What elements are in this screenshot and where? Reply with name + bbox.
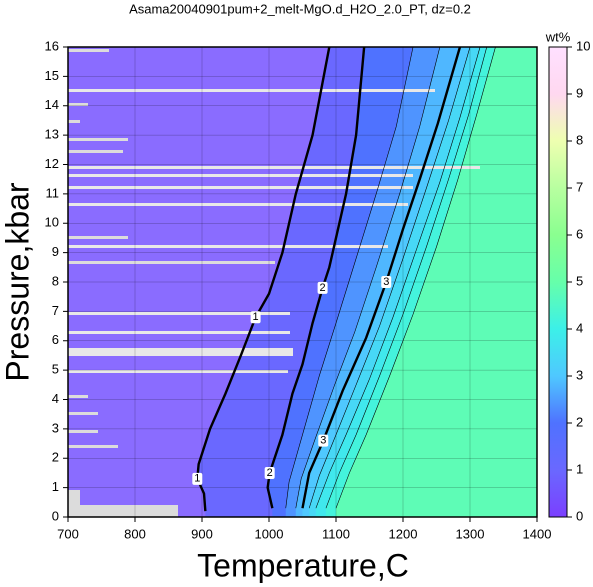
contour-label-bg	[192, 472, 203, 485]
colorbar-tick-label: 7	[576, 179, 583, 194]
contour-label-bg	[381, 276, 392, 288]
x-tick-label: 900	[191, 526, 213, 541]
x-axis-label: Temperature,C	[197, 547, 409, 583]
colorbar-label: wt%	[545, 29, 571, 44]
y-tick-label: 0	[52, 508, 59, 523]
y-axis-label: Pressure,kbar	[0, 182, 35, 382]
colorbar-tick-label: 0	[576, 508, 583, 523]
colorbar-tick-label: 5	[576, 273, 583, 288]
colorbar-tick-label: 9	[576, 85, 583, 100]
contour-line	[301, 47, 462, 509]
chart-title: Asama20040901pum+2_melt-MgO.d_H2O_2.0_PT…	[129, 1, 471, 16]
y-tick-label: 16	[45, 38, 59, 53]
x-tick-label: 700	[57, 526, 79, 541]
y-tick-label: 6	[52, 332, 59, 347]
colorbar-tick-label: 3	[576, 367, 583, 382]
y-tick-label: 8	[52, 273, 59, 288]
y-tick-label: 14	[45, 97, 59, 112]
contour-label: 2	[320, 282, 326, 294]
x-tick-label: 1000	[255, 526, 284, 541]
y-tick-label: 9	[52, 244, 59, 259]
contour-label-bg	[264, 466, 275, 479]
y-tick-label: 12	[45, 156, 59, 171]
y-tick-label: 15	[45, 68, 59, 83]
colorbar-tick-label: 4	[576, 320, 583, 335]
y-tick-label: 3	[52, 420, 59, 435]
x-tick-label: 1300	[456, 526, 485, 541]
colorbar-tick-label: 1	[576, 461, 583, 476]
colorbar-tick-label: 2	[576, 414, 583, 429]
y-tick-label: 4	[52, 391, 59, 406]
contour-line	[315, 47, 481, 509]
y-tick-label: 7	[52, 303, 59, 318]
y-tick-label: 13	[45, 127, 59, 142]
x-tick-label: 1100	[322, 526, 350, 541]
x-tick-label: 800	[124, 526, 146, 541]
contour-label: 3	[320, 435, 326, 447]
contours: 1 1 2 2 3 3	[192, 47, 496, 512]
colorbar	[548, 46, 568, 518]
contour-fill	[336, 47, 537, 517]
no-data-stripes	[68, 49, 480, 517]
y-tick-label: 10	[45, 215, 59, 230]
x-tick-label: 1200	[389, 526, 418, 541]
plot-frame	[67, 46, 538, 518]
y-tick-label: 2	[52, 450, 59, 465]
contour-line	[285, 47, 414, 509]
colorbar-tick-label: 10	[576, 38, 590, 53]
contour-label-bg	[250, 311, 261, 324]
contour-label: 1	[253, 311, 259, 323]
contour-line	[308, 47, 471, 509]
y-tick-label: 1	[52, 479, 59, 494]
colorbar-tick-label: 6	[576, 226, 583, 241]
y-tick-label: 5	[52, 362, 59, 377]
contour-label: 1	[194, 473, 200, 485]
plot-area	[68, 47, 537, 517]
contour-label: 3	[383, 276, 389, 288]
contour-label-bg	[317, 281, 328, 294]
contour-label-bg	[318, 434, 329, 447]
contour-line	[335, 47, 496, 509]
colorbar-tick-label: 8	[576, 132, 583, 147]
y-tick-label: 11	[46, 185, 60, 200]
contour-label: 2	[267, 467, 273, 479]
contour-line	[295, 47, 441, 509]
x-tick-label: 1400	[523, 526, 552, 541]
contour-line	[325, 47, 488, 509]
